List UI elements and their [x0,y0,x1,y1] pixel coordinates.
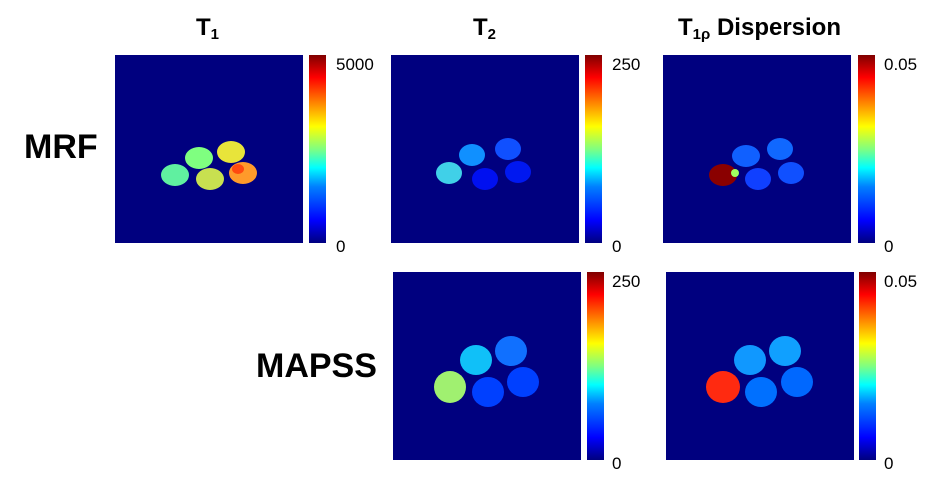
phantom-vial [505,161,531,183]
column-title-t1: T1 [196,14,220,43]
phantom-vial [185,147,213,169]
phantom-vial [459,144,485,166]
mrf-t1-map [115,55,303,243]
mrf-t1rho-dispersion-map [663,55,851,243]
row-label-mapss: MAPSS [256,347,377,385]
phantom-vial [472,377,504,407]
column-title-t2: T2 [473,14,497,43]
mrf-t1rho-colorbar-max: 0.05 [884,55,918,74]
phantom-vial [745,377,777,407]
phantom-vial [732,145,760,167]
phantom-vial [495,138,521,160]
phantom-vial [434,371,466,403]
phantom-vial [769,336,801,366]
phantom-vial [436,162,462,184]
phantom-vial [472,168,498,190]
mrf-t2-colorbar-min: 0 [612,237,622,256]
phantom-vial [229,162,257,184]
row-label-mrf: MRF [24,128,98,166]
mrf-t1rho-dispersion-colorbar [858,55,875,243]
mapss-t2-map [393,272,581,460]
mrf-t1-colorbar [309,55,326,243]
mrf-t2-map [391,55,579,243]
mapss-t1rho-colorbar-max: 0.05 [884,272,918,291]
mapss-t2-colorbar-max: 250 [612,272,641,291]
mrf-t1-colorbar-min: 0 [336,237,346,256]
mapss-t2-colorbar [587,272,604,460]
phantom-vial [507,367,539,397]
mrf-t2-colorbar-max: 250 [612,55,641,74]
mrf-t1rho-colorbar-min: 0 [884,237,894,256]
phantom-vial [196,168,224,190]
phantom-vial [495,336,527,366]
mapss-t2-colorbar-min: 0 [612,454,622,473]
mrf-t1-colorbar-max: 5000 [336,55,374,74]
phantom-vial [767,138,793,160]
phantom-vial [217,141,245,163]
phantom-vial [781,367,813,397]
phantom-vial [460,345,492,375]
phantom-vial [161,164,189,186]
mapss-t1rho-colorbar-min: 0 [884,454,894,473]
mapss-t1rho-dispersion-map [666,272,854,460]
column-title-t1rho-dispersion: T1ρ Dispersion [678,14,841,43]
mapss-t1rho-dispersion-colorbar [859,272,876,460]
mrf-t2-colorbar [585,55,602,243]
phantom-vial [706,371,740,403]
phantom-vial [778,162,804,184]
phantom-vial [734,345,766,375]
phantom-vial [709,164,737,186]
phantom-vial [745,168,771,190]
